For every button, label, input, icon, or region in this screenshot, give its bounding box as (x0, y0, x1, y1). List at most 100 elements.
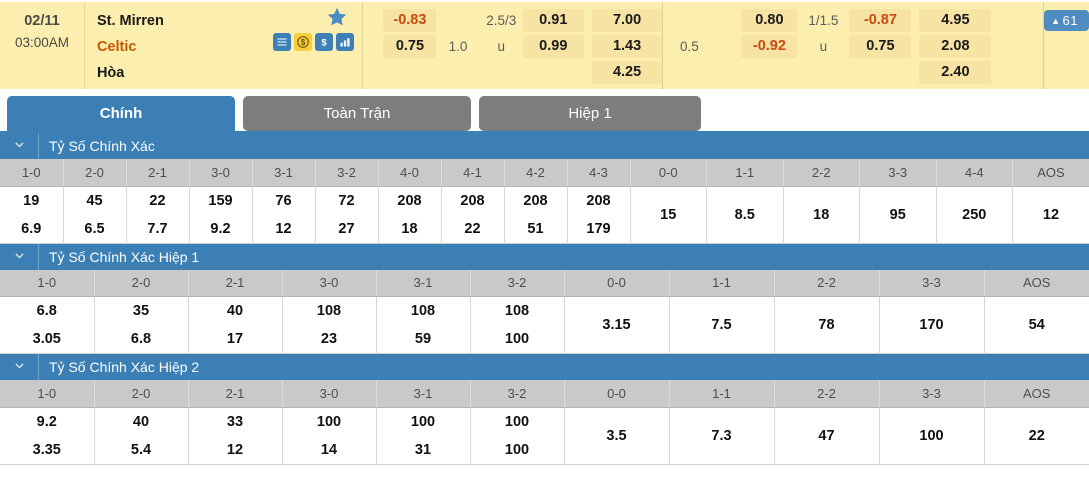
onextwo-cell[interactable]: 2.08 (919, 35, 992, 58)
score-odds-single-cell[interactable]: 100 (879, 407, 985, 465)
score-odds-pair-cell[interactable]: 208 51 (504, 186, 568, 244)
odds-value[interactable]: 9.2 (36, 413, 57, 430)
odds-value[interactable]: 27 (338, 220, 355, 237)
score-odds-pair-cell[interactable]: 100 31 (376, 407, 471, 465)
odds-value[interactable]: 100 (410, 413, 436, 430)
score-odds-single-cell[interactable]: 170 (879, 296, 985, 354)
ou-odds-cell[interactable]: 0.91 (522, 9, 584, 32)
odds-value[interactable]: 22 (149, 192, 166, 209)
odds-value[interactable]: 12 (226, 441, 244, 458)
odds-value[interactable]: 40 (132, 413, 150, 430)
odds-value[interactable]: 6.5 (84, 220, 105, 237)
odds-value[interactable]: 100 (316, 413, 342, 430)
odds-value[interactable]: 9.2 (210, 220, 231, 237)
score-odds-pair-cell[interactable]: 100 14 (282, 407, 377, 465)
score-odds-pair-cell[interactable]: 100 100 (470, 407, 565, 465)
away-team-name[interactable]: Celtic (96, 39, 137, 55)
score-odds-single-cell[interactable]: 47 (774, 407, 880, 465)
score-odds-single-cell[interactable]: 3.5 (564, 407, 670, 465)
odds-value[interactable]: 40 (226, 303, 244, 319)
chevron-down-icon[interactable] (0, 249, 38, 265)
odds-value[interactable]: 6.8 (36, 303, 57, 319)
score-odds-single-cell[interactable]: 8.5 (706, 186, 784, 244)
odds-value[interactable]: 208 (523, 192, 548, 209)
odds-value[interactable]: 3.05 (32, 331, 61, 347)
score-odds-single-cell[interactable]: 18 (783, 186, 860, 244)
onextwo-cell[interactable]: 2.40 (919, 61, 992, 84)
score-odds-pair-cell[interactable]: 108 23 (282, 296, 377, 354)
score-odds-pair-cell[interactable]: 76 12 (252, 186, 316, 244)
section-header[interactable]: Tỷ Số Chính Xác (0, 133, 1089, 159)
odds-value[interactable]: 208 (586, 192, 611, 209)
score-odds-single-cell[interactable]: 3.15 (564, 296, 670, 354)
score-odds-pair-cell[interactable]: 45 6.5 (63, 186, 127, 244)
star-icon[interactable] (326, 6, 348, 28)
score-odds-pair-cell[interactable]: 6.8 3.05 (0, 296, 95, 354)
odds-value[interactable]: 45 (86, 192, 103, 209)
odds-value[interactable]: 17 (226, 331, 244, 347)
home-team-name[interactable]: St. Mirren (96, 13, 164, 29)
score-odds-pair-cell[interactable]: 9.2 3.35 (0, 407, 95, 465)
handicap-odds-cell[interactable]: 0.75 (383, 35, 437, 58)
handicap-odds-cell[interactable]: -0.83 (383, 9, 437, 32)
score-odds-pair-cell[interactable]: 35 6.8 (94, 296, 189, 354)
odds-value[interactable]: 35 (132, 303, 150, 319)
bar-chart-icon[interactable] (336, 33, 355, 51)
ou-odds-cell[interactable]: 0.99 (522, 35, 584, 58)
odds-value[interactable]: 108 (410, 303, 436, 319)
score-odds-pair-cell[interactable]: 72 27 (315, 186, 379, 244)
odds-value[interactable]: 14 (320, 441, 338, 458)
score-odds-single-cell[interactable]: 250 (936, 186, 1013, 244)
tab-chinh[interactable]: Chính (7, 96, 235, 131)
odds-value[interactable]: 3.35 (32, 441, 61, 458)
odds-value[interactable]: 72 (338, 192, 355, 209)
chevron-down-icon[interactable] (0, 138, 38, 154)
odds-value[interactable]: 19 (23, 192, 40, 209)
section-header[interactable]: Tỷ Số Chính Xác Hiệp 1 (0, 243, 1089, 270)
odds-value[interactable]: 76 (275, 192, 292, 209)
score-odds-pair-cell[interactable]: 159 9.2 (189, 186, 253, 244)
odds-value[interactable]: 12 (275, 220, 292, 237)
score-odds-single-cell[interactable]: 7.5 (669, 296, 775, 354)
score-odds-single-cell[interactable]: 12 (1012, 186, 1089, 244)
odds-value[interactable]: 31 (414, 441, 432, 458)
odds-value[interactable]: 23 (320, 331, 338, 347)
score-odds-pair-cell[interactable]: 108 59 (376, 296, 471, 354)
dollar-icon[interactable]: $ (315, 33, 334, 51)
odds-value[interactable]: 18 (401, 220, 418, 237)
ou-odds-cell[interactable]: 0.75 (849, 35, 912, 58)
ou-odds-cell[interactable]: -0.87 (849, 9, 912, 32)
chevron-down-icon[interactable] (0, 359, 38, 375)
odds-value[interactable]: 159 (208, 192, 233, 209)
score-odds-pair-cell[interactable]: 208 179 (567, 186, 631, 244)
score-odds-single-cell[interactable]: 54 (984, 296, 1089, 354)
odds-value[interactable]: 100 (504, 441, 530, 458)
score-odds-pair-cell[interactable]: 22 7.7 (126, 186, 190, 244)
odds-value[interactable]: 7.7 (147, 220, 168, 237)
odds-value[interactable]: 22 (464, 220, 481, 237)
onextwo-cell[interactable]: 4.25 (591, 61, 663, 84)
score-odds-pair-cell[interactable]: 208 18 (378, 186, 442, 244)
score-odds-pair-cell[interactable]: 33 12 (188, 407, 283, 465)
score-odds-single-cell[interactable]: 7.3 (669, 407, 775, 465)
odds-value[interactable]: 5.4 (130, 441, 152, 458)
score-odds-pair-cell[interactable]: 19 6.9 (0, 186, 64, 244)
onextwo-cell[interactable]: 7.00 (591, 9, 663, 32)
section-header[interactable]: Tỷ Số Chính Xác Hiệp 2 (0, 354, 1089, 380)
onextwo-cell[interactable]: 4.95 (919, 9, 992, 32)
odds-value[interactable]: 33 (226, 413, 244, 430)
score-odds-pair-cell[interactable]: 208 22 (441, 186, 505, 244)
score-odds-pair-cell[interactable]: 108 100 (470, 296, 565, 354)
gold-coin-icon[interactable]: $ (294, 33, 313, 51)
tab-hiep-1[interactable]: Hiệp 1 (479, 96, 701, 131)
score-odds-single-cell[interactable]: 22 (984, 407, 1089, 465)
handicap-odds-cell[interactable]: 0.80 (741, 9, 798, 32)
odds-value[interactable]: 6.9 (21, 220, 42, 237)
odds-value[interactable]: 179 (586, 220, 611, 237)
odds-value[interactable]: 100 (504, 331, 530, 347)
score-odds-single-cell[interactable]: 95 (859, 186, 937, 244)
more-markets-badge[interactable]: ▲ 61 (1044, 10, 1089, 31)
score-odds-pair-cell[interactable]: 40 17 (188, 296, 283, 354)
odds-value[interactable]: 208 (397, 192, 422, 209)
onextwo-cell[interactable]: 1.43 (591, 35, 663, 58)
